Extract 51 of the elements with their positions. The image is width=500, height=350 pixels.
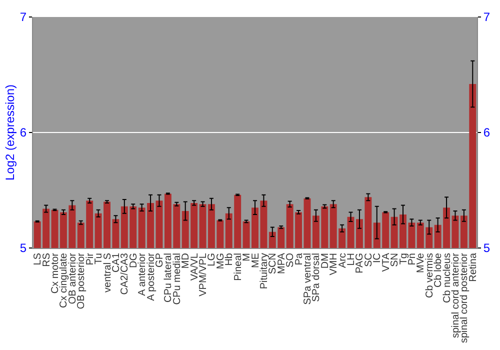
x-tick-label: Pa <box>294 252 305 266</box>
y2-tick-label: 7 <box>483 10 490 24</box>
x-tick-label: spinal cord anterior <box>450 252 462 338</box>
x-tick-label: CPu medial <box>172 253 183 305</box>
x-tick-label: SO <box>285 252 296 268</box>
x-tick-label: Tu <box>94 253 105 264</box>
x-tick-label: VTA <box>380 252 392 272</box>
x-tick-label: A anterior <box>137 252 148 296</box>
x-tick-label: DG <box>128 252 140 268</box>
x-tick-label: Cx cingulate <box>58 252 70 308</box>
x-tick-label: MPA <box>276 252 288 274</box>
x-tick-label: LS <box>32 252 44 266</box>
x-tick-label: A posterior <box>146 252 157 301</box>
x-tick-label: Tg <box>398 253 410 265</box>
x-tick-label: Hb <box>224 252 236 266</box>
x-tick-label: DM <box>320 253 331 269</box>
x-tick-label: LG <box>206 252 218 266</box>
y-tick-label: 7 <box>20 10 27 24</box>
x-tick-label: CA1 <box>110 252 122 272</box>
x-tick-label: IC <box>372 253 384 263</box>
y-tick-label: 6 <box>20 126 27 140</box>
x-tick-label: SN <box>390 253 401 267</box>
x-tick-label: RS <box>41 252 52 267</box>
x-tick-label: M <box>242 253 253 262</box>
x-tick-label: Cb nucleus <box>442 253 453 304</box>
x-tick-label: Pn <box>406 253 418 266</box>
y-axis-title: Log2 (expression) <box>3 84 18 181</box>
x-tick-label: Pir <box>84 252 96 266</box>
y-tick-label: 5 <box>20 241 27 256</box>
x-tick-label: MVe <box>416 252 427 274</box>
x-tick-label: OB posterior <box>76 252 88 310</box>
x-tick-label: SC <box>363 253 374 267</box>
x-tick-label: SCN <box>268 253 279 274</box>
x-tick-label: ME <box>250 252 262 268</box>
x-tick-label: GP <box>154 252 166 268</box>
x-tick-label: Pineal <box>232 253 244 281</box>
y2-tick-label: 6 <box>483 126 490 140</box>
x-tick-label: SPa dorsal <box>311 253 322 302</box>
x-tick-label: OB anterior <box>67 252 78 304</box>
x-tick-label: Cb lobe <box>433 252 444 288</box>
x-tick-label: PAG <box>354 252 366 274</box>
x-tick-label: Retina <box>468 252 479 282</box>
x-tick-label: Pituitary <box>258 253 270 290</box>
x-tick-label: ventral S <box>102 252 114 292</box>
x-tick-label: CA2/CA3 <box>120 252 131 295</box>
x-tick-label: spinal cord posterior <box>459 252 470 344</box>
x-tick-label: SPa ventral <box>302 253 314 305</box>
y2-tick-label: 5 <box>483 241 490 256</box>
x-tick-label: Arc <box>337 253 348 268</box>
x-tick-label: MG <box>215 252 226 270</box>
x-tick-label: VMH <box>328 253 340 276</box>
